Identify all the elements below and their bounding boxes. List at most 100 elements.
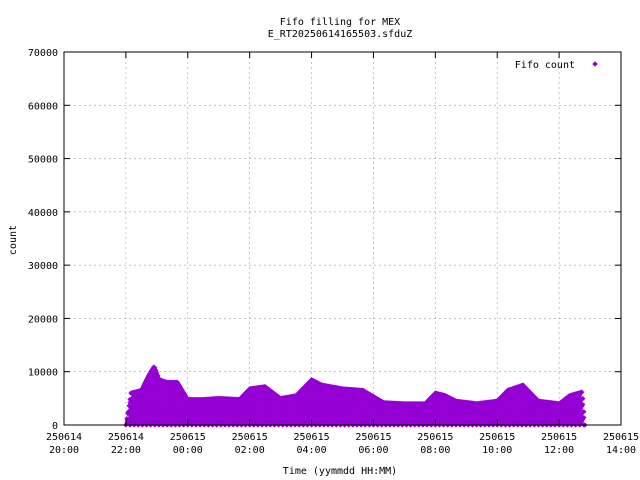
data-point [526, 409, 532, 415]
data-point [139, 414, 145, 421]
data-point [246, 416, 252, 423]
data-point [400, 405, 406, 411]
data-point [564, 414, 570, 421]
data-point [547, 409, 553, 415]
data-point [556, 414, 562, 421]
data-point [139, 392, 145, 398]
data-point [456, 401, 462, 408]
data-point [430, 403, 436, 409]
data-point [521, 418, 527, 424]
data-point [416, 414, 422, 421]
data-point [130, 394, 136, 400]
data-point [150, 381, 156, 387]
data-point [487, 405, 493, 411]
x-tick-time: 12:00 [544, 445, 574, 456]
data-point [176, 392, 183, 398]
data-point [288, 414, 294, 421]
data-point [182, 405, 188, 411]
data-point [490, 414, 496, 421]
data-point [252, 390, 258, 396]
data-point [521, 411, 527, 417]
data-point [551, 416, 557, 423]
data-point [336, 401, 343, 408]
data-point [531, 414, 537, 421]
data-point [175, 394, 182, 400]
data-point [238, 414, 245, 421]
data-point [322, 420, 328, 426]
data-point [284, 414, 290, 421]
data-point [267, 392, 273, 398]
data-point [223, 405, 229, 411]
data-point [262, 416, 268, 423]
data-point [291, 416, 297, 423]
data-point [160, 392, 166, 398]
data-point [508, 420, 514, 426]
data-point [376, 405, 382, 411]
data-point [552, 414, 558, 421]
data-point [268, 405, 274, 411]
data-point [567, 416, 574, 423]
data-point [515, 414, 521, 421]
data-point [162, 403, 168, 409]
data-point [470, 405, 477, 411]
data-point [357, 401, 363, 408]
data-point [543, 409, 549, 415]
data-point [513, 418, 519, 424]
x-tick-time: 02:00 [235, 445, 265, 456]
x-tick-time: 04:00 [297, 445, 327, 456]
data-point [276, 420, 283, 426]
data-point [148, 414, 154, 421]
data-point [252, 405, 258, 411]
data-point [538, 416, 545, 423]
data-point [224, 403, 230, 409]
data-point [573, 414, 579, 421]
data-point [351, 413, 357, 419]
data-point [246, 394, 252, 400]
data-point [370, 414, 377, 421]
data-point [523, 414, 529, 421]
data-point [491, 420, 497, 426]
data-point [381, 418, 387, 424]
data-point [575, 403, 581, 409]
data-point [318, 405, 324, 411]
data-point [245, 403, 251, 409]
y-axis-label: count [8, 225, 19, 255]
data-point [327, 396, 333, 402]
data-point [306, 418, 313, 424]
data-point [181, 414, 187, 421]
y-tick-label: 40000 [28, 208, 58, 219]
data-point [205, 414, 212, 421]
data-point [259, 392, 265, 398]
data-point [391, 414, 397, 421]
data-point [227, 405, 233, 411]
data-point [154, 403, 160, 409]
data-point [571, 394, 578, 400]
data-point [517, 403, 523, 409]
data-point [178, 386, 185, 392]
data-point [508, 398, 514, 404]
data-point [296, 392, 302, 398]
data-point [278, 403, 284, 409]
data-point [206, 405, 213, 411]
data-point [221, 416, 227, 423]
data-point [476, 403, 482, 409]
data-point [466, 420, 472, 426]
data-point [247, 392, 253, 398]
x-tick-time: 22:00 [111, 445, 141, 456]
data-point [333, 392, 339, 398]
data-point [247, 414, 253, 421]
data-point [220, 403, 226, 409]
data-point [492, 403, 498, 409]
data-point [509, 403, 515, 409]
data-point [232, 403, 238, 409]
data-point [258, 394, 264, 400]
data-point [481, 416, 487, 423]
data-point [267, 407, 273, 413]
data-point [367, 413, 373, 419]
data-point [580, 401, 586, 408]
data-point [145, 403, 152, 409]
data-point [427, 401, 433, 408]
data-point [288, 407, 294, 413]
data-point [513, 403, 519, 409]
data-point [576, 416, 582, 423]
